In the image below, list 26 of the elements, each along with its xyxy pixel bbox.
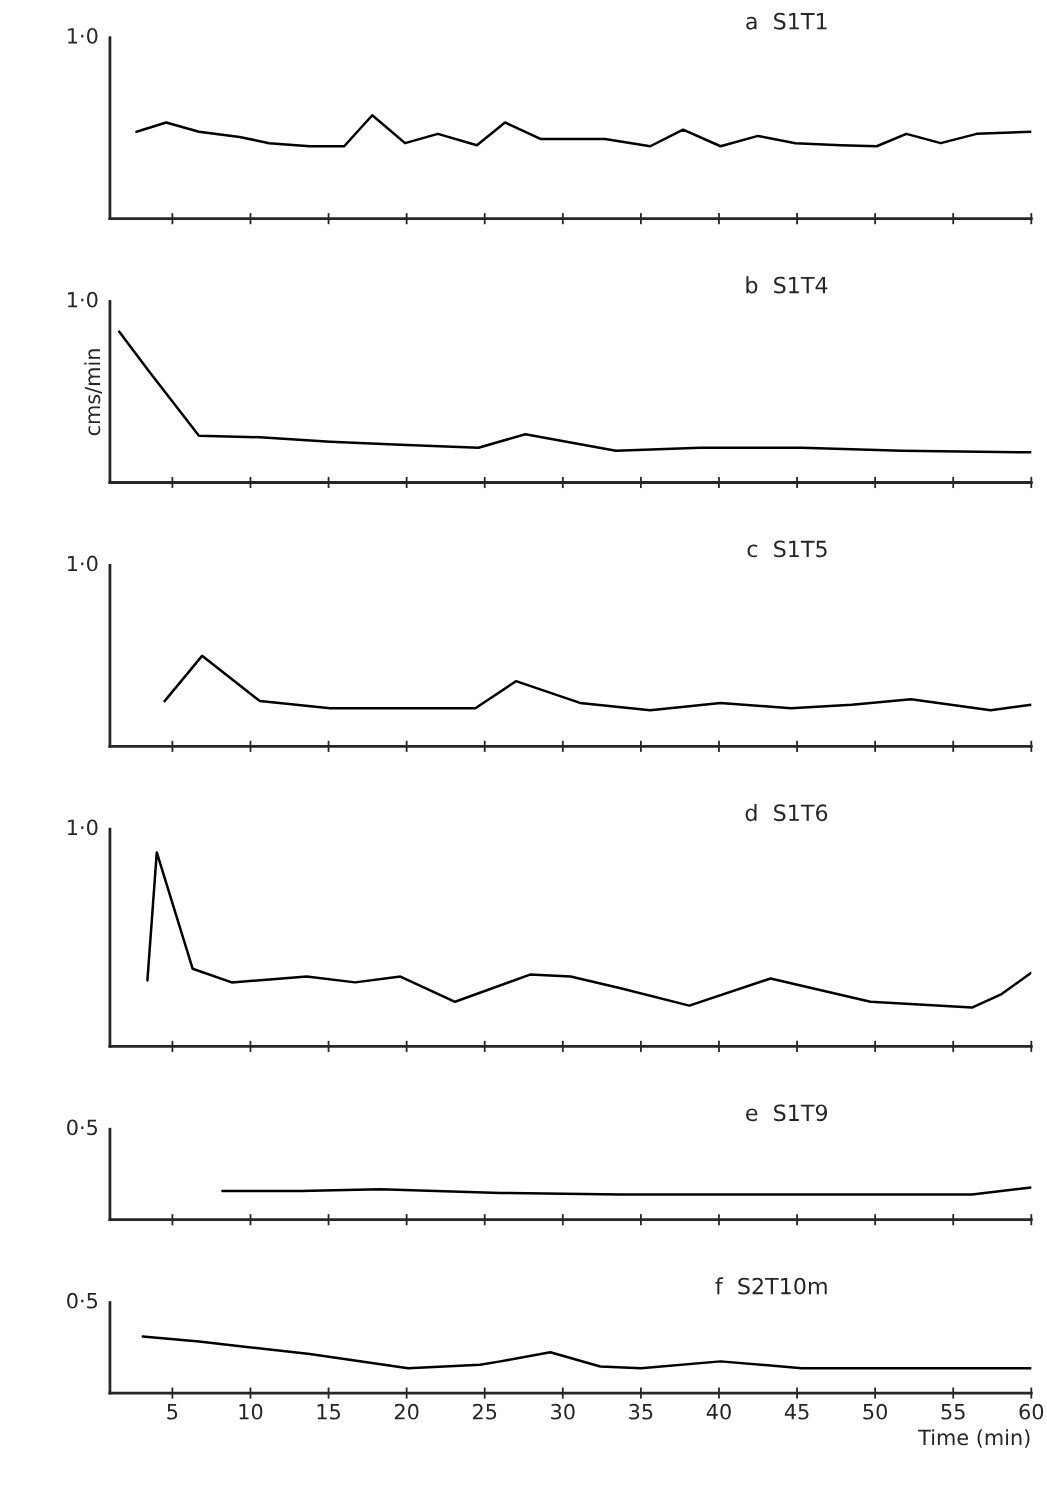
x-tick-label: 10	[239, 1403, 263, 1420]
y-axis-title: cms/min	[84, 349, 102, 436]
x-tick-label: 55	[941, 1404, 965, 1420]
chart-title: f S2T10m	[715, 1277, 827, 1295]
chart-title: a S1T1	[746, 12, 827, 30]
chart-title: e S1T9	[746, 1104, 828, 1122]
x-axis-title: Time (min)	[918, 1429, 1030, 1448]
x-tick-label: 25	[473, 1403, 497, 1420]
x-tick-label: 35	[629, 1403, 653, 1420]
text: 1·0	[68, 291, 98, 308]
x-tick-label: 20	[394, 1403, 419, 1420]
chart-title: c S1T5	[747, 540, 827, 558]
text: 1·0	[68, 555, 98, 572]
x-tick-label: 15	[317, 1404, 340, 1420]
x-tick-label: 50	[863, 1403, 887, 1420]
text: 1·0	[68, 27, 98, 44]
text: 1·0	[68, 819, 98, 836]
x-tick-label: 5	[167, 1404, 178, 1420]
x-tick-label: 45	[784, 1404, 809, 1420]
text: 0·5	[67, 1119, 98, 1136]
x-tick-label: 40	[706, 1403, 731, 1420]
chart-title: d S1T6	[745, 803, 828, 822]
x-tick-label: 60	[1019, 1403, 1044, 1420]
x-tick-label: 30	[551, 1403, 575, 1420]
text: 0·5	[67, 1292, 98, 1309]
chart-title: b S1T4	[746, 276, 828, 294]
